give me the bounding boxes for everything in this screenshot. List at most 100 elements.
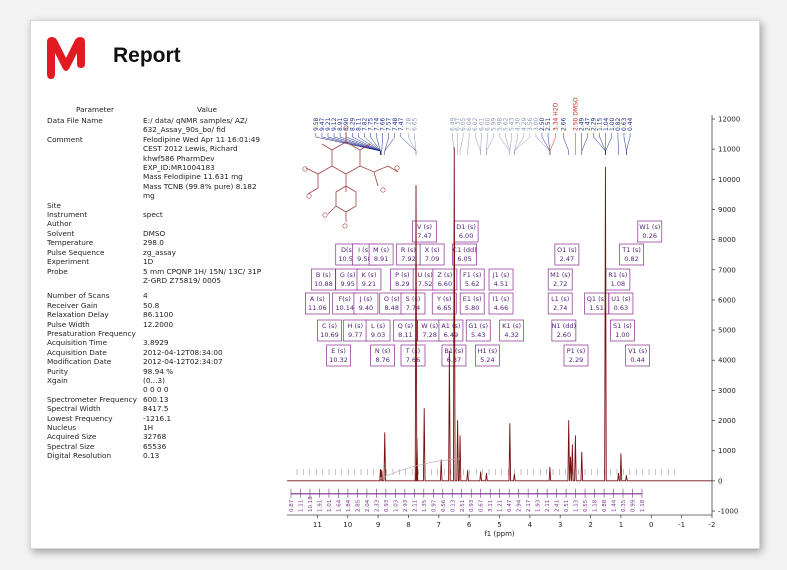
integral-value: 1.84 [346, 499, 352, 512]
multiplet-value: 7.28 [422, 331, 436, 339]
peak-shift-label: 3.34 H2O [553, 102, 560, 131]
molecule-bond [331, 141, 361, 175]
molecule-bond [359, 165, 389, 173]
integral-value: 1.35 [422, 499, 428, 512]
multiplet-label: C1 (dd) [453, 246, 477, 254]
multiplet-label: V1 (s) [628, 347, 647, 355]
x-tick-label: -1 [678, 521, 685, 529]
molecule-atom [380, 187, 386, 193]
param-name: Probe [47, 266, 68, 276]
multiplet-box [400, 292, 426, 315]
param-value-line: 298.0 [143, 238, 164, 248]
multiplet-label: Q (s) [398, 322, 414, 330]
multiplet-value: 6.60 [438, 280, 452, 288]
peak-label-connector [474, 133, 481, 155]
molecule-atom [394, 165, 400, 171]
multiplet-box [368, 243, 394, 266]
molecule-atom [322, 212, 328, 218]
param-column-header: Parameter [76, 105, 114, 114]
param-name: Modification Date [47, 357, 112, 367]
integral-value: 1.44 [612, 499, 618, 512]
report-sheet: Report Parameter Value Data File Name E:/… [30, 20, 760, 549]
param-row: Spectral Width 8417.5 [47, 404, 271, 413]
integral-value: 0.47 [507, 499, 513, 512]
molecule-atom [343, 125, 349, 131]
peak-shift-label: 6.04 [466, 117, 473, 131]
param-name: Acquisition Date [47, 347, 107, 357]
multiplet-label: H (s) [348, 322, 363, 330]
param-value: 298.0 [143, 238, 271, 247]
multiplet-box [431, 292, 457, 315]
multiplet-label: W1 (s) [639, 223, 660, 231]
param-row: Presaturation Frequency [47, 329, 271, 338]
peak-shift-label: 2.29 [591, 117, 598, 131]
param-name: Xgain [47, 375, 68, 385]
y-tick-label: 0 [718, 477, 722, 485]
integral-value: 0.56 [441, 499, 447, 512]
param-value: 1D [143, 257, 271, 266]
param-value: 12.2000 [143, 320, 271, 329]
param-name: Purity [47, 366, 69, 376]
integral-value: 0.88 [602, 499, 608, 512]
molecule-bond [327, 205, 337, 215]
param-value: zg_assay [143, 248, 271, 257]
x-tick-label: 7 [437, 521, 441, 529]
multiplet-value: 1.00 [615, 331, 629, 339]
x-tick-label: 0 [649, 521, 653, 529]
multiplet-value: 8.11 [398, 331, 412, 339]
multiplet-label: G (s) [340, 271, 356, 279]
peak-label-connector [626, 133, 631, 155]
multiplet-value: 6.65 [437, 304, 451, 312]
param-value: 5 mm CPQNP 1H/ 15N/ 13C/ 31P Z-GRD Z75819… [143, 267, 271, 286]
param-name: Receiver Gain [47, 300, 98, 310]
peak-shift-label: 2.51 [545, 117, 552, 131]
param-value-line: 600.13 [143, 394, 169, 404]
param-value: 2012-04-12T08:34:00 [143, 348, 271, 357]
param-value-line: zg_assay [143, 247, 176, 257]
molecule-atom [302, 166, 308, 172]
peak-shift-label: 9.12 [331, 117, 338, 131]
peak-shift-label: 8.29 [349, 117, 356, 131]
param-value-line: 65536 [143, 441, 167, 451]
peak-shift-label: 0.44 [627, 117, 634, 131]
param-row: Xgain (0...3) 0 0 0 0 [47, 376, 271, 395]
param-value-line: CEST 2012 Lewis, Richard [143, 144, 238, 154]
multiplet-label: L1 (s) [551, 295, 569, 303]
peak-shift-label: 9.21 [325, 117, 332, 131]
multiplet-box [554, 243, 580, 266]
peak-shift-label: 9.47 [319, 117, 326, 131]
x-tick-label: 2 [588, 521, 592, 529]
param-row: Spectral Size 65536 [47, 442, 271, 451]
param-value-line: DMSO [143, 228, 166, 238]
peak-shift-label: 7.48 [392, 117, 399, 131]
param-row: Probe 5 mm CPQNP 1H/ 15N/ 13C/ 31P Z-GRD Z… [47, 267, 271, 286]
peak-label-connector [321, 133, 381, 155]
param-value-line: khwf586 PharmDev [143, 153, 215, 163]
peak-shift-label: 6.01 [478, 117, 485, 131]
multiplet-label: N1 (dd) [552, 322, 576, 330]
molecule-bond [359, 143, 371, 151]
multiplet-label: K (s) [362, 271, 377, 279]
peak-shift-label: 5.43 [509, 117, 516, 131]
param-name: Pulse Width [47, 319, 90, 329]
param-name: Temperature [47, 238, 94, 248]
multiplet-box [499, 319, 524, 342]
y-tick-label: 10000 [718, 176, 740, 184]
brand-logo [47, 37, 85, 79]
multiplet-label: D(s) [341, 246, 354, 254]
y-tick-label: 11000 [718, 146, 740, 154]
multiplet-label: N (s) [375, 347, 390, 355]
multiplet-label: X (s) [425, 246, 440, 254]
spectrum-peak [568, 420, 570, 421]
peak-shift-label: 2.50 [539, 117, 546, 131]
param-name: Author [47, 219, 72, 229]
integral-value: 1.01 [327, 500, 333, 512]
param-value: 4 [143, 291, 271, 300]
multiplet-label: I1 (s) [493, 295, 510, 303]
multiplet-label: U (s) [417, 271, 432, 279]
multiplet-box [432, 268, 458, 291]
multiplet-value: 10.69 [320, 331, 339, 339]
integral-value: 3.11 [488, 500, 494, 512]
param-value-line: 632_Assay_90s_bo/ fid [143, 125, 226, 135]
multiplet-value: 0.82 [624, 255, 638, 263]
